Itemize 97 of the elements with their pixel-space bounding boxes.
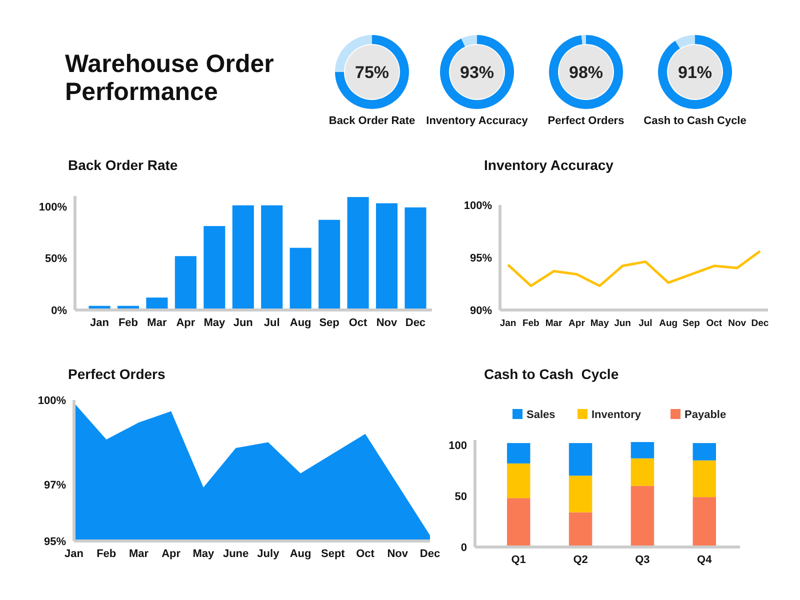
x-tick-label: Jun <box>614 318 632 329</box>
bar <box>232 205 254 310</box>
y-tick-label: 95% <box>44 536 66 548</box>
x-tick-label: Jan <box>64 548 84 560</box>
legend-label: Payable <box>684 409 726 421</box>
bar <box>630 486 654 547</box>
x-tick-label: Jan <box>500 318 516 329</box>
x-tick-label: Sept <box>320 548 346 560</box>
bar <box>568 476 592 512</box>
y-tick-label: 97% <box>44 480 66 492</box>
x-tick-label: June <box>222 548 249 560</box>
y-tick-label: 90% <box>470 305 492 317</box>
x-tick-label: Jun <box>233 317 254 329</box>
y-tick-label: 100% <box>464 200 492 212</box>
bar <box>506 443 530 464</box>
donut-slice <box>549 35 623 109</box>
donut-slice <box>581 35 586 44</box>
y-tick-label: 50 <box>454 491 467 504</box>
x-tick-label: Apr <box>568 318 586 329</box>
bar <box>404 207 426 310</box>
bar <box>692 497 716 547</box>
text: Perfect Orders <box>548 115 624 127</box>
x-tick-label: May <box>192 548 216 560</box>
x-tick-label: Sep <box>682 318 700 329</box>
bar <box>692 460 716 498</box>
y-tick-label: 0 <box>460 542 467 554</box>
x-tick-label: May <box>204 317 226 329</box>
x-tick-label: Nov <box>728 318 747 329</box>
y-tick-label: 100 <box>448 440 467 452</box>
y-tick-label: 95% <box>470 252 492 264</box>
x-tick-label: Sep <box>319 317 340 329</box>
x-tick-label: May <box>590 318 610 329</box>
chart-title: Cash to Cash Cycle <box>484 366 619 382</box>
x-tick-label: Nov <box>387 548 409 560</box>
x-tick-label: July <box>257 548 280 560</box>
bar <box>376 203 398 310</box>
x-tick-label: Aug <box>290 317 312 329</box>
x-tick-label: Nov <box>376 317 398 329</box>
bar <box>506 463 530 498</box>
chart-title: Back Order Rate <box>68 157 178 173</box>
text: Inventory Accuracy <box>426 115 529 127</box>
x-tick-label: Jan <box>90 317 110 329</box>
bar <box>506 498 530 547</box>
data-label: 93% <box>460 63 494 82</box>
x-tick-label: Dec <box>420 548 440 560</box>
data-label: 98% <box>568 63 604 82</box>
x-tick-label: Q4 <box>697 554 713 566</box>
donut-slice <box>675 35 695 48</box>
x-tick-label: Feb <box>522 318 540 329</box>
x-tick-label: Aug <box>290 548 312 560</box>
x-tick-label: Mar <box>128 548 150 560</box>
y-tick-label: 100% <box>38 201 68 214</box>
x-tick-label: Dec <box>405 317 426 329</box>
bar <box>290 248 312 310</box>
donut-slice <box>335 35 409 109</box>
text: Warehouse Order Performance <box>65 50 274 106</box>
x-tick-label: Oct <box>706 318 723 329</box>
bar <box>630 458 654 486</box>
bar <box>630 442 654 458</box>
x-tick-label: Jul <box>264 317 280 329</box>
text: Cash to Cash Cycle <box>644 115 746 127</box>
bar <box>174 256 196 310</box>
x-tick-label: Q1 <box>511 554 526 566</box>
data-label: 75% <box>354 63 390 82</box>
y-tick-label: 50% <box>44 253 68 266</box>
line-series <box>506 250 762 288</box>
bar <box>347 197 369 310</box>
x-tick-label: Jul <box>638 318 652 329</box>
x-tick-label: Mar <box>147 317 168 329</box>
bar <box>568 512 592 547</box>
donut-slice <box>658 35 732 109</box>
x-tick-label: Apr <box>176 317 196 329</box>
x-tick-label: Mar <box>545 318 563 329</box>
legend-label: Sales <box>526 409 556 421</box>
x-tick-label: Apr <box>162 548 182 560</box>
y-tick-label: 0% <box>51 305 68 317</box>
bar <box>318 220 340 310</box>
bar <box>692 443 716 460</box>
donut-slice <box>440 35 514 109</box>
data-label: 91% <box>678 63 712 82</box>
bar <box>568 443 592 476</box>
x-tick-label: Oct <box>356 548 375 560</box>
x-tick-label: Aug <box>659 318 678 329</box>
legend-label: Inventory <box>592 409 642 421</box>
chart-title: Perfect Orders <box>68 366 166 382</box>
x-tick-label: Feb <box>118 317 138 329</box>
x-tick-label: Dec <box>751 318 769 329</box>
bar <box>204 226 226 310</box>
x-tick-label: Oct <box>348 317 368 329</box>
x-tick-label: Feb <box>96 548 116 560</box>
text: Back Order Rate <box>328 115 416 127</box>
bar <box>261 205 283 310</box>
x-tick-label: Q3 <box>635 554 650 566</box>
donut-slice <box>461 35 477 47</box>
y-tick-label: 100% <box>38 395 66 407</box>
x-tick-label: Q2 <box>573 554 588 566</box>
chart-title: Inventory Accuracy <box>484 157 614 173</box>
